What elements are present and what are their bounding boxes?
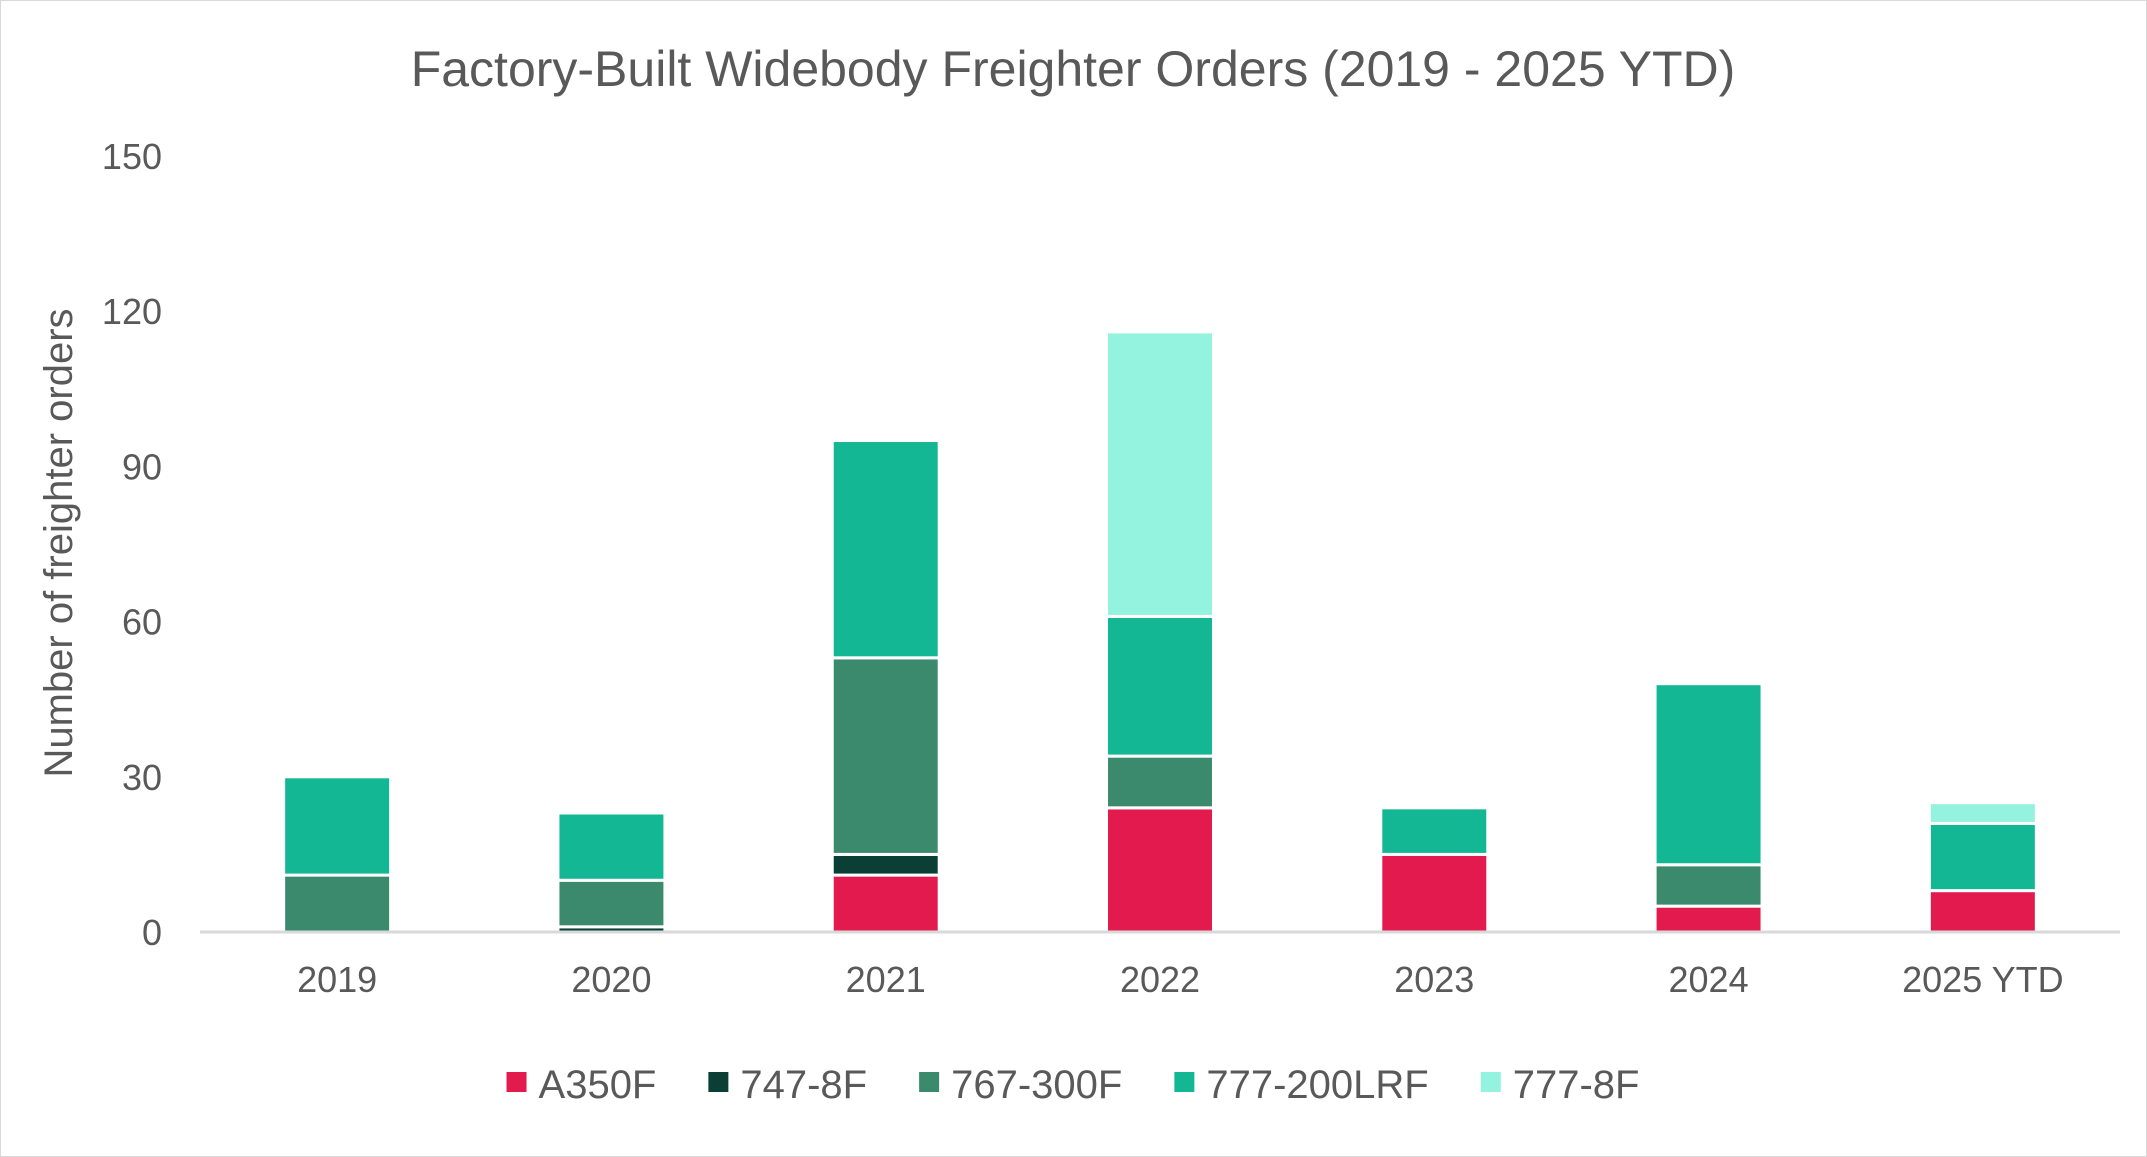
legend-label: 777-200LRF <box>1206 1063 1428 1107</box>
bar-segment <box>282 873 393 934</box>
y-tick-label: 60 <box>122 602 162 643</box>
x-tick-label: 2019 <box>297 959 377 1000</box>
legend-swatch <box>708 1072 729 1092</box>
bar-segment <box>1653 863 1764 908</box>
x-tick-label: 2023 <box>1394 959 1474 1000</box>
legend-label: 767-300F <box>951 1063 1122 1107</box>
bars <box>282 330 2038 934</box>
x-tick-label: 2024 <box>1669 959 1749 1000</box>
bar-segment <box>1105 806 1215 934</box>
bar-segment <box>1379 852 1490 934</box>
legend: A350F 747-8F 767-300F 777-200LRF 777-8F <box>506 1063 1640 1107</box>
bar-segment <box>1105 614 1215 758</box>
x-tick-label: 2021 <box>846 959 926 1000</box>
bar-segment <box>830 656 941 856</box>
y-tick-label: 90 <box>122 446 162 487</box>
bar-segment <box>1653 682 1764 867</box>
x-tick-label: 2022 <box>1120 959 1200 1000</box>
bar-segment <box>1105 754 1215 810</box>
legend-swatch <box>919 1072 940 1092</box>
bar-segment <box>1927 801 2038 825</box>
y-axis-ticks: 0 30 60 90 120 150 <box>102 136 162 953</box>
y-tick-label: 0 <box>142 912 162 953</box>
legend-label: A350F <box>539 1063 657 1107</box>
bar-segment <box>1927 821 2038 893</box>
bar-segment <box>556 811 667 882</box>
legend-swatch <box>1174 1072 1195 1092</box>
x-tick-label: 2025 YTD <box>1902 959 2063 1000</box>
bar-segment <box>830 852 941 877</box>
bar-segment <box>556 878 667 929</box>
bar-segment <box>282 775 393 877</box>
chart-title: Factory-Built Widebody Freighter Orders … <box>411 41 1736 97</box>
x-axis-ticks: 2019 2020 2021 2022 2023 2024 2025 YTD <box>297 959 2063 1000</box>
y-tick-label: 120 <box>102 291 162 332</box>
bar-segment <box>1653 904 1764 934</box>
bar-segment <box>830 873 941 934</box>
legend-label: 747-8F <box>740 1063 867 1107</box>
bar-segment <box>1927 889 2038 934</box>
bar-segment <box>1379 806 1490 856</box>
x-tick-label: 2020 <box>571 959 651 1000</box>
legend-swatch <box>1480 1072 1501 1092</box>
legend-swatch <box>506 1072 527 1092</box>
y-tick-label: 150 <box>102 136 162 177</box>
bar-segment <box>1105 330 1215 618</box>
legend-label: 777-8F <box>1513 1063 1640 1107</box>
bar-segment <box>830 439 941 660</box>
y-axis-title: Number of freighter orders <box>37 308 81 777</box>
y-tick-label: 30 <box>122 757 162 798</box>
